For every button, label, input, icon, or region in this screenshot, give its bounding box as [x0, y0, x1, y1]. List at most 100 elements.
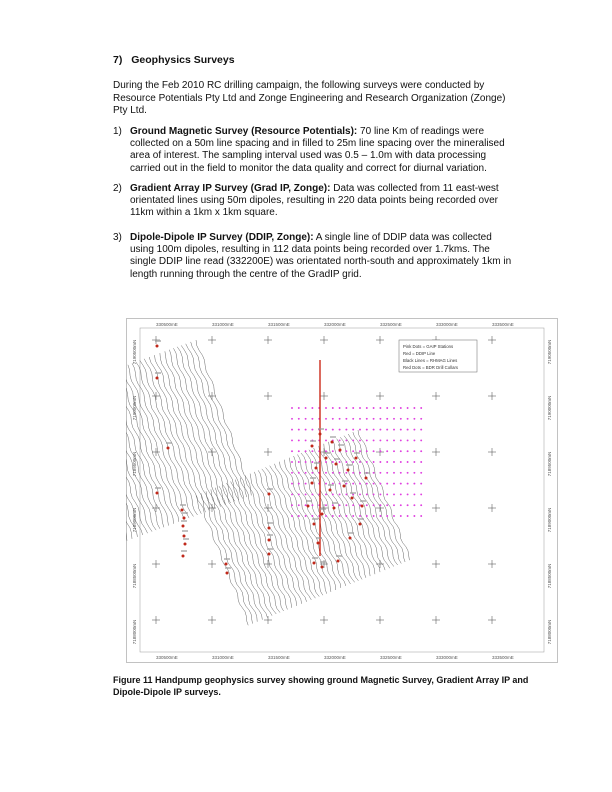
- collar-tag: [267, 534, 273, 536]
- gaip-station: [291, 493, 293, 496]
- gaip-station: [393, 471, 395, 474]
- easting-label: 333500mE: [492, 322, 514, 327]
- gaip-station: [399, 482, 402, 485]
- gaip-station: [325, 482, 327, 485]
- mag-survey-line: [245, 475, 297, 606]
- collar-tag: [346, 464, 352, 466]
- drill-collar: [166, 446, 170, 450]
- map-outer-frame: [126, 318, 558, 663]
- easting-label: 331000mE: [212, 655, 234, 660]
- mag-survey-line: [177, 346, 236, 502]
- gaip-station: [399, 439, 402, 442]
- gaip-station: [304, 461, 307, 463]
- gaip-station: [399, 461, 402, 463]
- gaip-station: [345, 428, 348, 431]
- gaip-station: [372, 428, 375, 431]
- collar-tag: [350, 492, 356, 494]
- collar-tag: [330, 436, 336, 438]
- gaip-station: [325, 471, 327, 474]
- easting-label: 331500mE: [268, 655, 290, 660]
- drill-collar: [318, 432, 322, 436]
- gaip-station: [420, 461, 423, 463]
- easting-label: 330500mE: [156, 322, 178, 327]
- gaip-station: [345, 417, 348, 420]
- drill-collar: [183, 542, 187, 546]
- gaip-station: [420, 482, 423, 485]
- gaip-station: [379, 482, 382, 485]
- drill-collar: [330, 440, 334, 444]
- gaip-station: [420, 493, 423, 496]
- gaip-station: [413, 407, 416, 409]
- gaip-station: [352, 439, 355, 442]
- gaip-station: [311, 493, 314, 496]
- gaip-station: [372, 407, 375, 409]
- gaip-station: [338, 428, 341, 431]
- gaip-station: [393, 482, 395, 485]
- gaip-station: [311, 515, 314, 517]
- gaip-station: [304, 471, 307, 474]
- gaip-station: [413, 482, 416, 485]
- mag-survey-line: [139, 360, 198, 516]
- collar-tag: [155, 487, 161, 489]
- gaip-station: [304, 493, 307, 496]
- gaip-station: [331, 461, 334, 463]
- mag-survey-line: [148, 356, 206, 513]
- gaip-station: [304, 428, 307, 431]
- collar-tag: [338, 444, 344, 446]
- gaip-station: [386, 504, 389, 507]
- gaip-station: [331, 450, 334, 453]
- drill-collar: [316, 541, 320, 545]
- gaip-station: [393, 407, 395, 409]
- gaip-station: [413, 504, 416, 507]
- gaip-station: [365, 417, 368, 420]
- gaip-station: [325, 417, 327, 420]
- gaip-station: [325, 504, 327, 507]
- mag-survey-line: [289, 457, 342, 588]
- collar-tag: [267, 488, 273, 490]
- gaip-station: [420, 439, 423, 442]
- gaip-station: [297, 428, 300, 431]
- list-index: 2): [113, 183, 122, 194]
- gaip-station: [291, 450, 293, 453]
- gaip-station: [393, 461, 395, 463]
- collar-tag: [267, 522, 273, 524]
- legend-entry: Black Lines = RHMAG Lines: [403, 358, 457, 363]
- gaip-station: [399, 471, 402, 474]
- gaip-station: [352, 461, 355, 463]
- list-item-lead: Ground Magnetic Survey (Resource Potenti…: [130, 126, 358, 137]
- gaip-station: [379, 493, 382, 496]
- gaip-station: [372, 439, 375, 442]
- easting-labels-bottom: 330500mE 331000mE 331500mE 332000mE 3325…: [156, 655, 514, 660]
- gaip-station: [331, 504, 334, 507]
- gaip-station: [420, 450, 423, 453]
- mag-survey-line: [226, 483, 281, 613]
- gaip-station: [413, 515, 416, 517]
- gaip-station: [365, 428, 368, 431]
- mag-survey-line: [313, 447, 367, 578]
- mag-survey-line: [265, 467, 320, 597]
- gaip-station: [345, 450, 348, 453]
- gaip-station: [345, 471, 348, 474]
- mag-survey-line: [249, 473, 302, 604]
- gaip-station: [372, 471, 375, 474]
- drill-collar: [338, 448, 342, 452]
- gaip-station: [379, 504, 382, 507]
- mag-survey-line: [210, 489, 263, 620]
- legend-entry: Pink Dots = GAIP Stations: [403, 344, 453, 349]
- collar-tag: [310, 477, 316, 479]
- mag-survey-line: [164, 351, 221, 507]
- gaip-station: [359, 450, 361, 453]
- gaip-station: [345, 515, 348, 517]
- gaip-station: [338, 417, 341, 420]
- northing-label: 7188500mN: [547, 564, 552, 589]
- gaip-station: [297, 515, 300, 517]
- gaip-station: [359, 439, 361, 442]
- gaip-station: [297, 461, 300, 463]
- drill-collar: [267, 552, 271, 556]
- gaip-station: [345, 493, 348, 496]
- northing-label: 7188000mN: [132, 620, 137, 645]
- gaip-station: [393, 417, 395, 420]
- drill-collar: [334, 462, 338, 466]
- gaip-station: [379, 417, 382, 420]
